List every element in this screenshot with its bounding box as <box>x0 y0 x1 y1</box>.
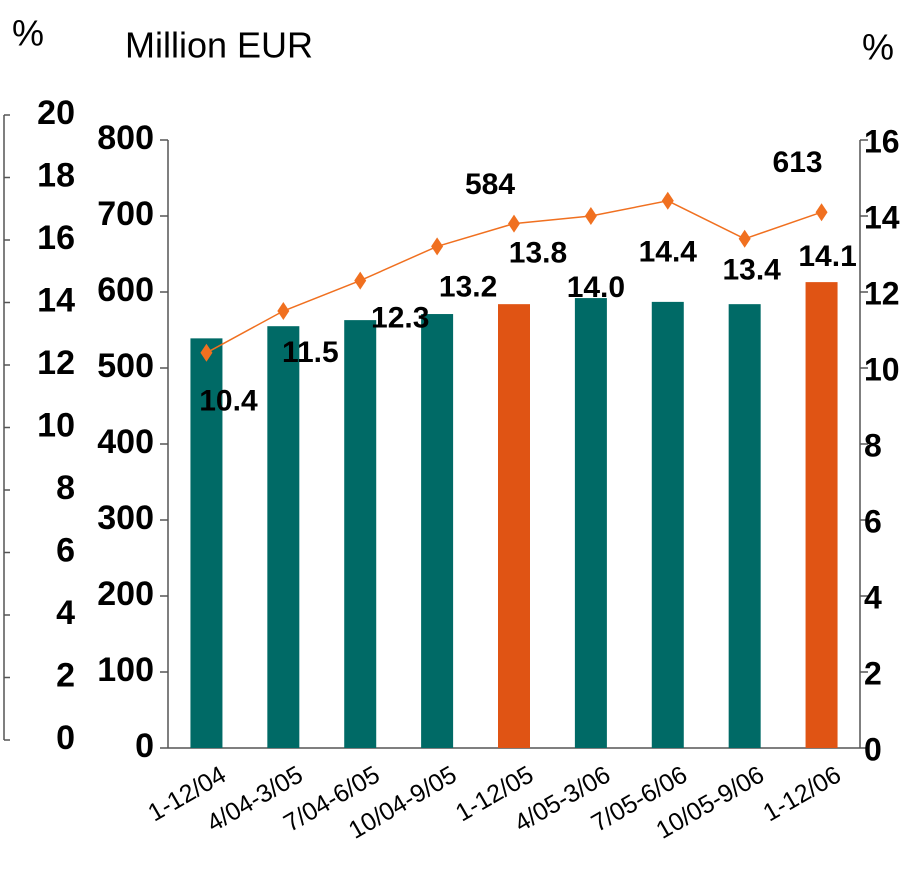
y-tick-label: 700 <box>97 195 154 233</box>
bar-value-label: 584 <box>465 168 515 201</box>
y2-tick-label: 6 <box>864 503 882 539</box>
y-tick-label: 600 <box>97 271 154 309</box>
y2-tick-label: 12 <box>864 275 900 311</box>
y3-tick-label: 0 <box>56 719 75 757</box>
y3-tick-label: 4 <box>56 594 75 632</box>
y-tick-label: 300 <box>97 499 154 537</box>
y2-tick-label: 2 <box>864 655 882 691</box>
y-tick-label: 400 <box>97 423 154 461</box>
y-tick-label: 100 <box>97 651 154 689</box>
line-value-label: 13.2 <box>439 270 497 303</box>
y-tick-label: 800 <box>97 119 154 157</box>
y2-tick-label: 8 <box>864 427 882 463</box>
y2-axis-label: % <box>862 27 894 68</box>
line-marker <box>508 214 520 233</box>
y3-tick-label: 8 <box>56 469 75 507</box>
line-value-label: 13.4 <box>722 254 781 287</box>
bar-value-label: 613 <box>773 146 823 179</box>
y3-tick-label: 6 <box>56 531 75 569</box>
bar <box>344 320 377 748</box>
line-marker <box>431 237 444 256</box>
y3-tick-label: 20 <box>37 94 75 132</box>
y-tick-label: 500 <box>97 347 154 385</box>
y3-tick-label: 2 <box>56 656 75 694</box>
y2-tick-label: 14 <box>864 199 900 235</box>
y3-tick-label: 14 <box>37 281 75 319</box>
y-tick-label: 0 <box>135 727 154 765</box>
x-tick-label: 1-12/06 <box>758 761 845 828</box>
y2-tick-label: 4 <box>864 579 882 615</box>
bar <box>190 338 223 748</box>
line-marker <box>277 302 290 320</box>
y3-axis-label: % <box>12 13 44 54</box>
line-marker <box>354 271 367 290</box>
bar <box>728 304 761 748</box>
line-marker <box>815 203 828 222</box>
bar <box>498 304 530 748</box>
bar <box>267 326 300 748</box>
bar <box>421 314 454 748</box>
y2-tick-label: 10 <box>864 351 900 387</box>
line-marker <box>661 191 674 210</box>
bar <box>574 298 607 748</box>
line-marker <box>584 207 597 225</box>
bar <box>651 301 684 748</box>
line-value-label: 10.4 <box>199 385 258 418</box>
y3-tick-label: 10 <box>37 406 75 444</box>
line-marker <box>200 343 213 362</box>
y2-tick-label: 0 <box>864 731 882 767</box>
y3-tick-label: 16 <box>37 219 75 257</box>
line-value-label: 12.3 <box>371 302 429 335</box>
line-value-label: 14.0 <box>567 271 625 304</box>
y3-tick-label: 18 <box>37 156 75 194</box>
line-value-label: 14.1 <box>798 240 856 273</box>
y2-tick-label: 16 <box>864 123 900 159</box>
chart-title: Million EUR <box>125 25 313 66</box>
y3-tick-label: 12 <box>37 344 75 382</box>
line-value-label: 13.8 <box>509 237 567 270</box>
line-marker <box>738 229 751 248</box>
bar <box>805 282 838 748</box>
line-value-label: 11.5 <box>282 336 339 369</box>
y-tick-label: 200 <box>97 575 154 613</box>
line-value-label: 14.4 <box>639 236 698 269</box>
